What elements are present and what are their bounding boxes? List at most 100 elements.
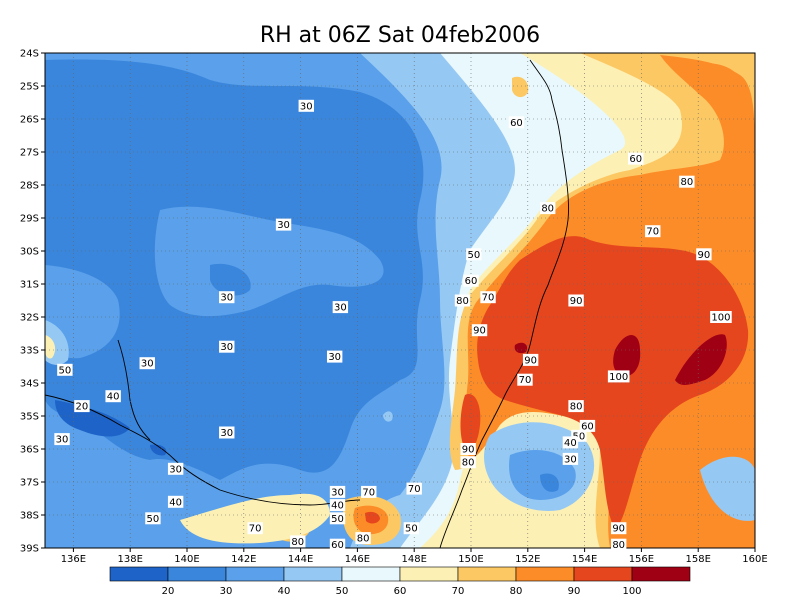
lat-tick-label: 27S — [20, 148, 39, 159]
contour-label-bg — [329, 485, 346, 498]
colorbar-swatch — [399, 566, 459, 582]
contour-label-bg — [645, 225, 661, 238]
contour-label: 30 — [220, 342, 233, 353]
lat-tick-label: 31S — [20, 280, 39, 291]
contour-label: 90 — [524, 355, 537, 366]
contour-label: 60 — [331, 540, 344, 551]
contour-label: 40 — [331, 501, 344, 512]
lon-tick-label: 154E — [572, 554, 597, 565]
contour-label: 90 — [473, 326, 486, 337]
coastline-south — [45, 394, 361, 506]
contour-label-bg — [568, 294, 584, 307]
contour-label: 30 — [277, 220, 290, 231]
contour-label-bg — [167, 495, 184, 508]
colorbar-swatch — [167, 566, 227, 582]
field-band-cell-ne-yellow — [512, 76, 529, 98]
lat-tick-label: 32S — [20, 313, 39, 324]
lon-tick-label: 138E — [117, 554, 142, 565]
field-band-max-3 — [514, 342, 528, 354]
field-band-30-center — [298, 289, 386, 373]
field-band-max-1 — [613, 335, 641, 377]
lon-tick-label: 158E — [685, 554, 710, 565]
contour-label-bg — [460, 443, 476, 455]
lat-tick-label: 26S — [20, 115, 39, 126]
contour-label-bg — [298, 99, 314, 112]
lon-tick-label: 140E — [174, 554, 199, 565]
contour-label-bg — [329, 499, 346, 512]
contour-label: 60 — [581, 421, 594, 432]
contour-label: 80 — [680, 177, 693, 188]
field-band-cell-south-strip — [180, 493, 330, 544]
contour-label: 80 — [291, 537, 304, 548]
contour-label: 80 — [570, 402, 583, 413]
contour-label: 40 — [169, 497, 182, 508]
field-band-70-sw — [45, 335, 56, 359]
contour-label: 80 — [462, 458, 475, 469]
contour-label: 100 — [711, 313, 730, 324]
contour-label: 60 — [629, 154, 642, 165]
lat-axis: 24S 25S 26S 27S 28S 29S 30S 31S 32S 33S 34S 35S 36S 3… — [20, 49, 45, 555]
contour-label-bg — [219, 291, 235, 304]
contour-label-bg — [105, 390, 121, 403]
contour-label: 40 — [564, 438, 577, 449]
field-band-60-top-ne — [689, 63, 740, 93]
contour-label-bg — [219, 340, 235, 353]
lat-tick-label: 30S — [20, 247, 39, 258]
lat-tick-label: 33S — [20, 346, 39, 357]
field-band-30-pocket-se — [540, 473, 559, 492]
lat-tick-label: 37S — [20, 478, 39, 489]
lon-tick-label: 142E — [231, 554, 256, 565]
contour-label: 40 — [107, 392, 120, 403]
contour-label: 60 — [465, 276, 478, 287]
contour-labels: 30 60 60 80 30 80 70 50 90 60 30 80 70 90 30 100 90 30 30 3… — [54, 99, 732, 551]
colorbar-label: 40 — [278, 586, 291, 597]
colorbar-label: 70 — [452, 586, 465, 597]
contour-label-bg — [275, 218, 292, 231]
lat-tick-label: 25S — [20, 82, 39, 93]
colorbar-label: 30 — [220, 586, 233, 597]
contour-label: 30 — [141, 359, 154, 370]
contour-label-bg — [710, 311, 732, 323]
colorbar-swatch — [283, 566, 343, 582]
contour-label-bg — [403, 522, 420, 535]
contour-label: 30 — [56, 435, 69, 446]
contour-label-bg — [628, 152, 644, 165]
lon-tick-label: 150E — [458, 554, 483, 565]
lon-tick-label: 144E — [288, 554, 313, 565]
lat-tick-label: 29S — [20, 214, 39, 225]
colorbar-label: 50 — [336, 586, 349, 597]
contour-label: 20 — [76, 402, 89, 413]
map-title: RH at 06Z Sat 04feb2006 — [260, 23, 540, 48]
contour-label: 30 — [334, 303, 347, 314]
contour-label-bg — [562, 452, 579, 465]
contour-label: 70 — [408, 484, 421, 495]
lon-tick-label: 136E — [61, 554, 86, 565]
coastline-gulf — [117, 339, 151, 441]
lat-tick-label: 24S — [20, 49, 39, 60]
field-band-100-east — [477, 236, 749, 530]
contour-label: 90 — [612, 524, 625, 535]
colorbar-label: 80 — [510, 586, 523, 597]
contour-label: 80 — [541, 204, 554, 215]
contour-label-bg — [610, 538, 627, 551]
lat-tick-label: 36S — [20, 445, 39, 456]
contour-label-bg — [247, 522, 263, 535]
contour-label: 80 — [357, 534, 370, 545]
contour-label: 80 — [456, 296, 469, 307]
colorbar-swatch — [341, 566, 401, 582]
colorbar-swatch — [515, 566, 575, 582]
contour-label-bg — [522, 353, 539, 366]
contour-label-bg — [679, 175, 695, 188]
field-band-30-inner — [210, 263, 251, 296]
contour-label: 90 — [698, 250, 711, 261]
contour-label: 50 — [405, 524, 418, 535]
contour-label-bg — [54, 433, 70, 446]
contour-label-bg — [696, 248, 712, 261]
lon-tick-label: 160E — [742, 554, 767, 565]
contour-label-bg — [74, 400, 90, 413]
contour-label-bg — [568, 400, 584, 413]
contour-label-bg — [290, 535, 306, 548]
contour-label-bg — [607, 370, 630, 383]
lon-axis: 136E 138E 140E 142E 144E 146E 148E 150E 152E 154E… — [61, 548, 768, 565]
